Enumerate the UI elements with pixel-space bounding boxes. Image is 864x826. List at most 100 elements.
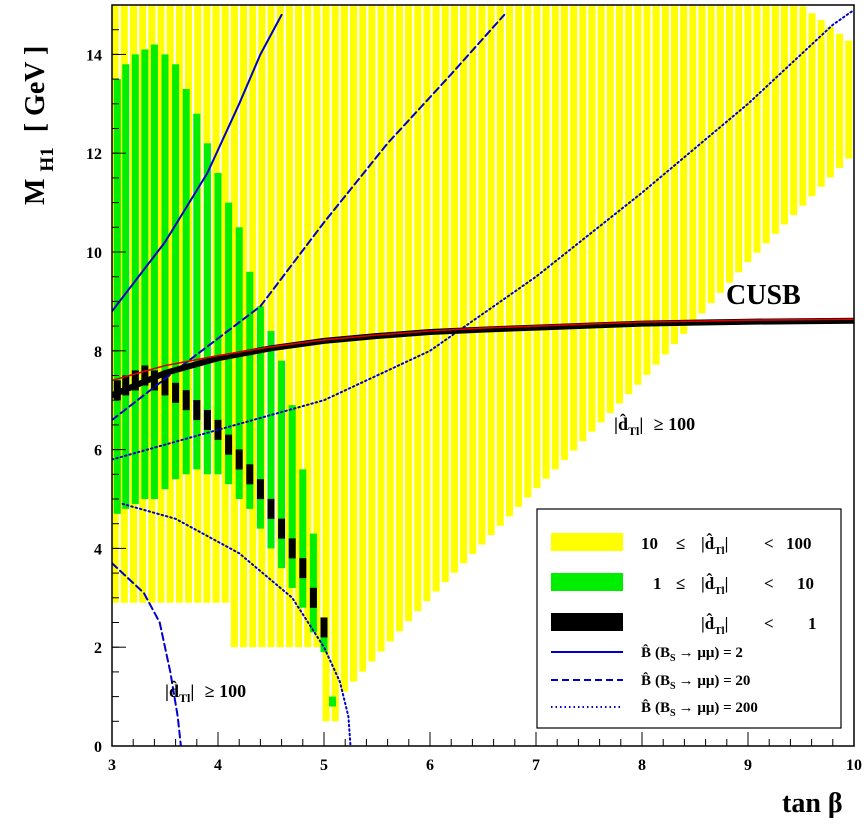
yellow-stripe <box>707 5 715 304</box>
yellow-stripe <box>606 5 614 413</box>
legend-entry-yellow: 10 ≤ |d̂Tl| < 100 <box>641 534 812 557</box>
legend-swatch-yellow <box>551 533 623 551</box>
green-stripe <box>288 405 296 588</box>
yellow-stripe <box>588 5 596 432</box>
legend-entry-green: 1 ≤ |d̂Tl| < 10 <box>653 574 814 597</box>
legend-entry-black: |d̂Tl| < 1 <box>701 614 817 637</box>
yellow-stripe <box>579 5 587 442</box>
yellow-stripe <box>790 5 798 216</box>
green-stripe <box>131 54 139 504</box>
legend-entry-dotted: B̂ (BS → μμ) = 200 <box>641 699 758 719</box>
svg-text:100: 100 <box>786 534 812 553</box>
svg-text:B̂(BS→ μμ) = 2: B̂ (BS → μμ) = 2 <box>641 644 743 664</box>
region-upper-annotation: |d̂Tl| ≥ 100 <box>614 414 695 438</box>
svg-text:<: < <box>764 574 774 593</box>
svg-text:M H1 [ GeV ]: M H1 [ GeV ] <box>20 46 60 205</box>
x-tick-label: 4 <box>214 757 222 774</box>
green-stripe <box>122 64 130 509</box>
y-tick-label: 14 <box>86 47 102 64</box>
series-line-dotted <box>121 502 352 746</box>
svg-text:|d̂Tl|: |d̂Tl| <box>701 534 728 557</box>
yellow-stripe <box>405 5 413 622</box>
green-stripe <box>141 49 149 500</box>
yellow-stripe <box>826 26 834 178</box>
yellow-stripe <box>698 5 706 314</box>
svg-text:<: < <box>764 614 774 633</box>
x-tick-label: 8 <box>638 757 646 774</box>
green-stripe <box>161 54 169 490</box>
y-tick-label: 6 <box>94 443 102 460</box>
yellow-stripe <box>175 5 183 603</box>
yellow-stripe <box>304 5 312 648</box>
x-tick-label: 5 <box>320 757 328 774</box>
y-tick-label: 10 <box>86 245 102 262</box>
green-stripe <box>328 696 336 707</box>
yellow-stripe <box>799 6 807 206</box>
green-stripe <box>299 469 307 608</box>
y-tick-label: 8 <box>94 344 102 361</box>
yellow-stripe <box>680 5 688 334</box>
yellow-stripe <box>615 5 623 404</box>
black-marker <box>172 382 180 403</box>
yellow-stripe <box>716 5 724 293</box>
svg-text:10: 10 <box>641 534 658 553</box>
x-tick-label: 10 <box>846 757 862 774</box>
yellow-stripe <box>781 5 789 225</box>
tl-subscript: Tl <box>179 691 191 705</box>
series-line-solid-thin <box>112 318 854 382</box>
black-marker <box>131 370 139 391</box>
svg-text:<: < <box>764 534 774 553</box>
black-marker <box>288 538 296 559</box>
yellow-stripe <box>350 5 358 682</box>
tl-subscript: Tl <box>628 424 640 438</box>
svg-text:≤: ≤ <box>676 574 685 593</box>
legend-entry-solid: B̂ (BS → μμ) = 2 <box>641 644 743 664</box>
yellow-stripe <box>515 5 523 507</box>
black-marker <box>193 400 201 421</box>
yellow-stripe <box>836 33 844 169</box>
yellow-stripe <box>625 5 633 395</box>
yellow-stripe <box>423 5 431 602</box>
svg-text:B̂(BS→ μμ) = 20: B̂ (BS → μμ) = 20 <box>641 672 750 692</box>
y-title-unit: [ GeV ] <box>20 46 51 133</box>
yellow-stripe <box>496 5 504 526</box>
black-marker <box>203 409 211 430</box>
y-title-sub: H1 <box>37 147 58 171</box>
legend-entry-dashed: B̂ (BS → μμ) = 20 <box>641 672 750 692</box>
green-stripe <box>193 113 201 470</box>
green-stripe <box>267 331 275 549</box>
yellow-stripe <box>469 5 477 554</box>
yellow-stripe <box>643 5 651 375</box>
black-marker <box>278 518 286 539</box>
yellow-stripe <box>487 5 495 536</box>
legend-swatch-black <box>551 613 623 631</box>
svg-text:10: 10 <box>797 574 814 593</box>
yellow-stripe <box>542 5 550 479</box>
yellow-stripe <box>753 5 761 253</box>
yellow-stripe <box>524 5 532 498</box>
series-line-dashed <box>112 562 182 746</box>
yellow-stripe <box>386 5 394 642</box>
y-tick-label: 2 <box>94 640 102 657</box>
black-marker <box>309 587 317 608</box>
yellow-stripe <box>441 5 449 583</box>
black-marker <box>141 365 149 386</box>
yellow-stripe <box>845 40 853 159</box>
legend: 10 ≤ |d̂Tl| < 100 1 ≤ |d̂Tl| < 10 |d̂Tl|… <box>536 508 842 729</box>
yellow-stripe <box>460 5 468 564</box>
dhat-symbol: d̂ <box>169 681 179 701</box>
green-stripe <box>203 143 211 475</box>
yellow-stripe <box>689 5 697 324</box>
green-stripe <box>172 64 180 480</box>
yellow-stripe <box>368 5 376 662</box>
dhat-symbol: d̂ <box>618 414 628 434</box>
yellow-stripe <box>478 5 486 545</box>
yellow-stripe <box>313 5 321 648</box>
x-title-greek: β <box>828 788 843 819</box>
svg-text:|d̂Tl| ≥ 100: |d̂Tl| ≥ 100 <box>614 414 695 438</box>
x-axis-title: tan β <box>782 788 843 819</box>
yellow-stripe <box>377 5 385 652</box>
geq-label: ≥ 100 <box>654 414 695 434</box>
curves-layer <box>112 8 854 746</box>
yellow-stripe <box>744 5 752 263</box>
